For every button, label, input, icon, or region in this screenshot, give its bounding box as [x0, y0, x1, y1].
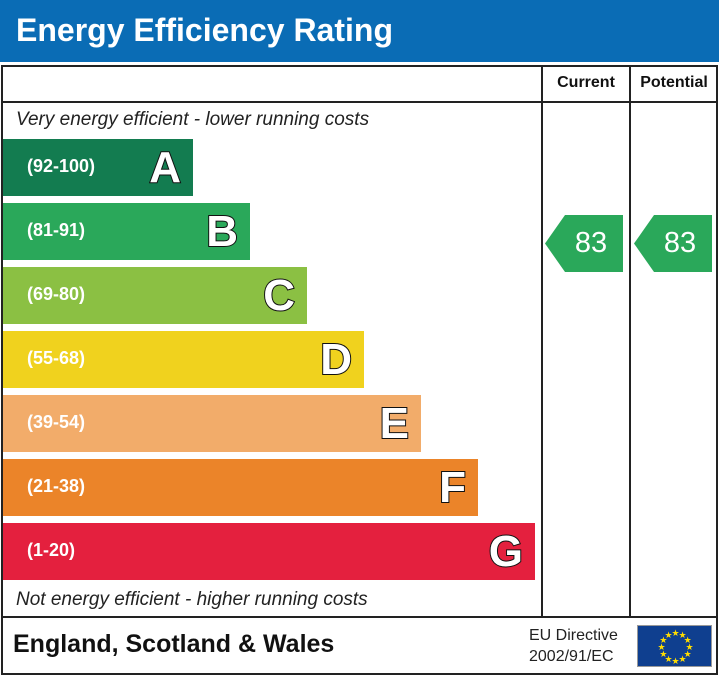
band-range: (1-20) [27, 540, 76, 560]
potential-column-header: Potential [640, 74, 708, 91]
svg-text:★: ★ [685, 642, 693, 652]
rating-bar-d: (55-68) D [3, 331, 364, 388]
rating-bar-a: (92-100) A [3, 139, 193, 196]
svg-text:★: ★ [671, 628, 679, 638]
band-range: (39-54) [27, 412, 86, 432]
svg-text:★: ★ [684, 649, 692, 659]
current-rating-arrow: 83 [545, 215, 623, 272]
header-divider [1, 101, 718, 103]
band-letter: A [148, 142, 182, 193]
band-range: (92-100) [27, 156, 96, 176]
country-label: England, Scotland & Wales [13, 630, 335, 658]
band-letter: D [319, 334, 353, 385]
rating-bar-f: (21-38) F [3, 459, 478, 516]
rating-bar-e: (39-54) E [3, 395, 421, 452]
band-range: (21-38) [27, 476, 86, 496]
potential-rating-arrow: 83 [634, 215, 712, 272]
band-letter: F [438, 462, 467, 513]
rating-table [1, 65, 718, 675]
eu-directive-label: EU Directive [529, 627, 618, 644]
rating-bar-g: (1-20) G [3, 523, 535, 580]
eu-directive-number: 2002/91/EC [529, 648, 614, 665]
svg-text:★: ★ [678, 654, 686, 664]
current-rating-value: 83 [574, 227, 608, 259]
column-divider [629, 65, 631, 618]
svg-text:★: ★ [659, 635, 667, 645]
band-letter: C [262, 270, 296, 321]
title-bar: Energy Efficiency Rating [0, 0, 719, 62]
svg-text:★: ★ [678, 630, 686, 640]
current-column-header: Current [557, 74, 615, 91]
top-note: Very energy efficient - lower running co… [16, 109, 370, 130]
chart-title: Energy Efficiency Rating [16, 12, 393, 48]
column-divider [541, 65, 543, 618]
rating-bar-c: (69-80) C [3, 267, 307, 324]
svg-text:★: ★ [664, 654, 672, 664]
svg-text:★: ★ [657, 642, 665, 652]
rating-bar-b: (81-91) B [3, 203, 250, 260]
band-range: (81-91) [27, 220, 86, 240]
band-letter: G [488, 526, 524, 577]
eu-flag-icon: ★ ★ ★ ★ ★ ★ ★ ★ ★ ★ ★ ★ [637, 625, 712, 667]
potential-rating-value: 83 [663, 227, 697, 259]
band-range: (69-80) [27, 284, 86, 304]
svg-text:★: ★ [684, 635, 692, 645]
svg-text:★: ★ [671, 656, 679, 666]
band-letter: B [205, 206, 239, 257]
band-letter: E [379, 398, 410, 449]
footer-divider [1, 616, 718, 618]
svg-text:★: ★ [659, 649, 667, 659]
band-range: (55-68) [27, 348, 86, 368]
bottom-note: Not energy efficient - higher running co… [16, 589, 368, 610]
svg-text:★: ★ [664, 630, 672, 640]
